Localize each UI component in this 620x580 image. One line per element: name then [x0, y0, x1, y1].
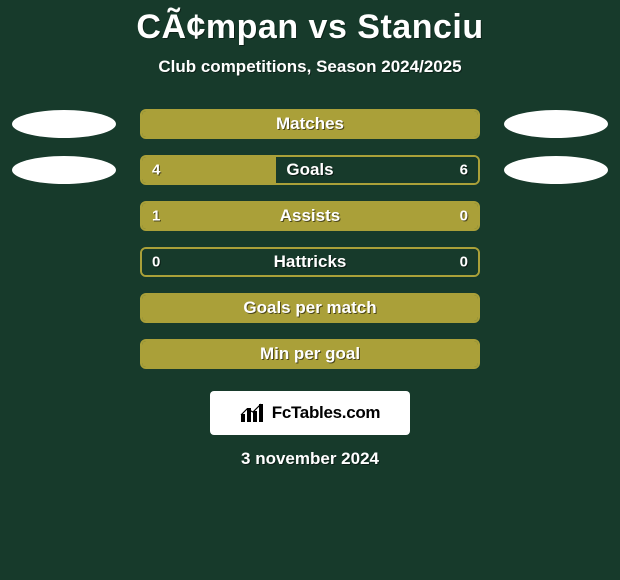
metric-value-right: 0 [460, 254, 468, 271]
metric-value-left: 1 [152, 208, 160, 225]
date-text: 3 november 2024 [241, 449, 379, 469]
metric-row: Hattricks00 [0, 247, 620, 277]
metric-row: Matches [0, 109, 620, 139]
metrics-list: MatchesGoals46Assists10Hattricks00Goals … [0, 77, 620, 369]
metric-row: Goals46 [0, 155, 620, 185]
metric-row: Goals per match [0, 293, 620, 323]
page-title: CÃ¢mpan vs Stanciu [136, 8, 483, 47]
metric-value-right: 6 [460, 162, 468, 179]
metric-fill-right [142, 249, 478, 275]
metric-value-left: 0 [152, 254, 160, 271]
player-left-ellipse [12, 156, 116, 184]
metric-bar: Min per goal [140, 339, 480, 369]
metric-fill-left [142, 295, 478, 321]
metric-fill-left [142, 341, 478, 367]
player-right-ellipse [504, 110, 608, 138]
brand-text: FcTables.com [272, 403, 381, 423]
player-right-ellipse [504, 156, 608, 184]
metric-row: Assists10 [0, 201, 620, 231]
metric-value-left: 4 [152, 162, 160, 179]
comparison-card: CÃ¢mpan vs Stanciu Club competitions, Se… [0, 0, 620, 580]
metric-fill-left [142, 157, 276, 183]
brand-badge: FcTables.com [210, 391, 410, 435]
bars-chart-icon [240, 402, 266, 424]
metric-value-right: 0 [460, 208, 468, 225]
metric-fill-left [142, 203, 411, 229]
metric-bar: Goals46 [140, 155, 480, 185]
metric-bar: Goals per match [140, 293, 480, 323]
metric-bar: Matches [140, 109, 480, 139]
metric-bar: Hattricks00 [140, 247, 480, 277]
metric-fill-left [142, 111, 478, 137]
player-left-ellipse [12, 110, 116, 138]
metric-fill-right [276, 157, 478, 183]
subtitle: Club competitions, Season 2024/2025 [158, 57, 461, 77]
metric-row: Min per goal [0, 339, 620, 369]
metric-bar: Assists10 [140, 201, 480, 231]
